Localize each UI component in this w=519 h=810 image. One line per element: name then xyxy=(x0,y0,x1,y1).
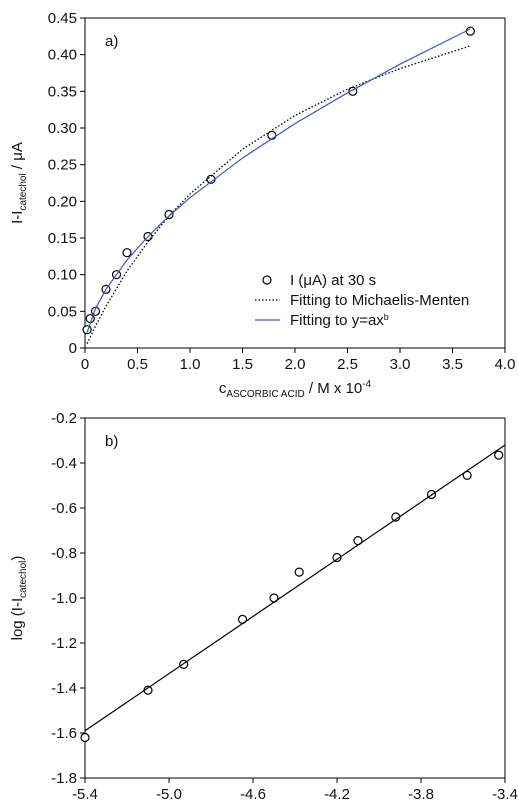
x-tick-label: 0.5 xyxy=(127,356,148,373)
data-point xyxy=(80,732,90,743)
legend-text: Fitting to Michaelis-Menten xyxy=(290,292,469,309)
label-part: -4 xyxy=(362,379,371,390)
y-tick-label: -1.8 xyxy=(51,770,77,787)
label-part: catechol xyxy=(18,173,29,210)
x-tick-label: -3.8 xyxy=(408,786,434,803)
fit-line xyxy=(84,444,506,732)
panel-label: b) xyxy=(105,433,118,450)
y-tick-label: 0.45 xyxy=(48,10,77,27)
data-point xyxy=(164,209,174,220)
x-tick-label: -3.4 xyxy=(492,786,518,803)
x-tick-label: -4.2 xyxy=(324,786,350,803)
label-part: ASCORBIC ACID xyxy=(226,389,304,400)
label-part: ) xyxy=(9,556,26,561)
label-part: I-I xyxy=(9,211,26,224)
legend-sup: b xyxy=(384,312,389,322)
data-point xyxy=(332,552,342,563)
legend-symbol xyxy=(262,275,272,285)
x-tick-label: 3.0 xyxy=(390,356,411,373)
y-tick-label: -0.8 xyxy=(51,545,77,562)
y-tick-label: -1.4 xyxy=(51,680,77,697)
plot-frame xyxy=(84,417,506,779)
y-tick-label: 0.20 xyxy=(48,193,77,210)
y-tick-label: -0.6 xyxy=(51,500,77,517)
fit-line xyxy=(86,45,471,344)
y-tick-label: -1.0 xyxy=(51,590,77,607)
y-tick-label: -0.2 xyxy=(51,410,77,427)
x-axis-label: cASCORBIC ACID / M x 10-4 xyxy=(219,379,372,400)
y-tick-label: 0.10 xyxy=(48,267,77,284)
x-tick-label: -5.4 xyxy=(72,786,98,803)
x-tick-label: 1.5 xyxy=(232,356,253,373)
y-tick-label: -1.2 xyxy=(51,635,77,652)
legend-label: I (μA) at 30 s xyxy=(290,272,376,289)
y-tick-label: 0.40 xyxy=(48,47,77,64)
data-point xyxy=(465,26,475,36)
label-part: c xyxy=(219,380,227,397)
panel-label: a) xyxy=(105,33,118,50)
label-part: / μA xyxy=(9,142,26,173)
label-part: / M x 10 xyxy=(305,380,363,397)
y-tick-label: 0.30 xyxy=(48,120,77,137)
x-tick-label: 2.0 xyxy=(285,356,306,373)
y-tick-label: 0.15 xyxy=(48,230,77,247)
data-point xyxy=(494,450,504,460)
data-point xyxy=(294,567,304,577)
x-tick-label: 1.0 xyxy=(180,356,201,373)
y-axis-label: I-Icatechol / μA xyxy=(9,142,29,224)
x-tick-label: 3.5 xyxy=(442,356,463,373)
x-tick-label: 0 xyxy=(81,356,89,373)
x-tick-label: -4.6 xyxy=(240,786,266,803)
y-tick-label: 0.35 xyxy=(48,83,77,100)
label-part: catechol xyxy=(18,561,29,598)
legend-text: Fitting to y=ax xyxy=(290,312,384,329)
y-tick-label: -1.6 xyxy=(51,725,77,742)
x-tick-label: -5.0 xyxy=(156,786,182,803)
y-tick-label: 0.05 xyxy=(48,303,77,320)
y-tick-label: -0.4 xyxy=(51,455,77,472)
legend-text: I (μA) at 30 s xyxy=(290,272,376,289)
x-tick-label: 4.0 xyxy=(495,356,516,373)
legend-label: Fitting to y=axb xyxy=(290,312,389,329)
data-point xyxy=(122,248,132,258)
y-tick-label: 0.25 xyxy=(48,157,77,174)
fit-line xyxy=(86,28,471,333)
legend-label: Fitting to Michaelis-Menten xyxy=(290,292,469,309)
x-tick-label: 2.5 xyxy=(337,356,358,373)
y-tick-label: 0 xyxy=(69,340,77,357)
label-part: log (I-I xyxy=(9,598,26,641)
y-axis-label: log (I-Icatechol) xyxy=(9,556,29,641)
